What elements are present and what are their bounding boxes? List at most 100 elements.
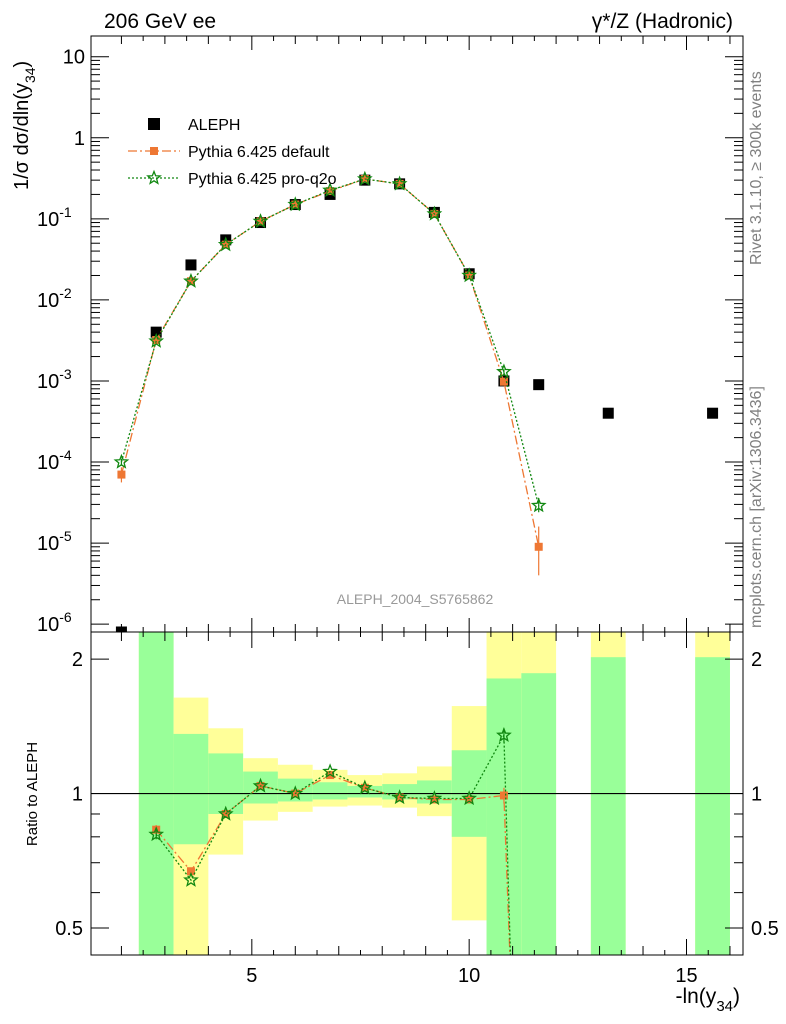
x-tick-label: 15 [675, 965, 697, 987]
ratio-y-tick-label-right: 0.5 [751, 918, 779, 940]
data-point [117, 470, 126, 479]
tick-exponent: -3 [59, 366, 72, 382]
ratio-point [356, 779, 373, 795]
data-point [707, 407, 719, 419]
ratio-point [461, 790, 478, 806]
ratio-point [360, 783, 369, 792]
tick-base: 10 [37, 371, 59, 393]
ratio-point [391, 789, 408, 805]
y-label-close: ) [11, 61, 33, 68]
data-point [602, 407, 614, 419]
data-point [534, 542, 543, 551]
x-label-main: -ln(y [675, 985, 716, 1008]
legend-label: ALEPH [188, 117, 240, 134]
ratio-point [322, 763, 338, 779]
main-y-tick-label: 10-2 [37, 285, 72, 312]
x-axis-label: -ln(y34) [675, 985, 740, 1015]
y-label-main: 1/σ dσ/dln(y [11, 83, 33, 190]
legend-marker [146, 169, 162, 185]
data-point [185, 259, 197, 271]
mcplots-label: mcplots.cern.ch [arXiv:1306.3436] [748, 386, 765, 628]
ratio-point [395, 793, 404, 802]
data-point [113, 453, 130, 469]
tick-base: 10 [37, 209, 59, 231]
data-point [326, 187, 335, 196]
data-point [391, 175, 408, 191]
series-line [120, 178, 540, 506]
data-point [496, 363, 512, 379]
data-point [395, 179, 404, 188]
data-point [217, 236, 234, 252]
uncertainty-band-green [138, 632, 174, 955]
main-y-tick-label: 10 [63, 47, 85, 69]
data-point [150, 326, 162, 338]
main-plot-area [113, 170, 719, 632]
ratio-panel: 5 10 15 0.5 0.5 1 1 2 2 Ratio to ALEPH -ln(y34) [24, 631, 779, 1015]
series-aleph [115, 174, 719, 632]
ratio-series-line [155, 774, 511, 955]
data-point [426, 205, 443, 221]
series-line [120, 178, 540, 547]
x-tick-label: 10 [458, 965, 480, 987]
legend-entry: ALEPH [148, 117, 240, 134]
data-point [252, 213, 269, 229]
ratio-series-line [155, 732, 512, 955]
data-point [186, 277, 195, 286]
ratio-point [148, 826, 165, 842]
tick-base: 10 [37, 452, 59, 474]
uncertainty-band-green [486, 678, 522, 955]
main-y-tick-label: 1 [74, 128, 85, 150]
legend: ALEPH Pythia 6.425 default Pythia 6.425 pr… [128, 117, 337, 188]
uncertainty-band-green [590, 657, 626, 955]
tick-exponent: -5 [59, 528, 72, 544]
ratio-y-tick-label: 2 [72, 649, 83, 671]
tick-base: 10 [37, 290, 59, 312]
data-point [356, 170, 373, 186]
legend-label: Pythia 6.425 default [188, 144, 330, 161]
uncertainty-band-green [173, 733, 209, 845]
data-point [461, 267, 478, 283]
main-y-axis-label: 1/σ dσ/dln(y34) [11, 61, 38, 190]
legend-entry: Pythia 6.425 pro-q2o [128, 169, 337, 188]
ratio-point [217, 805, 234, 821]
uncertainty-band-green [695, 657, 730, 955]
ratio-y-tick-label-right: 2 [751, 649, 762, 671]
header-right-label: γ*/Z (Hadronic) [592, 10, 733, 33]
data-point [183, 272, 199, 288]
main-y-tick-label: 10-1 [37, 204, 72, 231]
ratio-point [252, 777, 269, 793]
tick-exponent: -1 [59, 204, 72, 220]
ratio-point [426, 790, 443, 806]
ratio-point [186, 867, 195, 876]
legend-marker [148, 118, 160, 130]
ratio-plot-area [91, 632, 743, 955]
header-left-label: 206 GeV ee [104, 10, 216, 33]
tick-exponent: -6 [59, 609, 72, 625]
analysis-watermark: ALEPH_2004_S5765862 [337, 591, 494, 607]
data-point [148, 332, 165, 348]
ratio-y-tick-label: 1 [72, 784, 83, 806]
main-y-tick-label: 10-5 [37, 528, 72, 555]
uncertainty-band-green [521, 673, 557, 955]
uncertainty-band-green [312, 782, 348, 800]
ratio-point [183, 871, 199, 887]
main-y-tick-label: 10-3 [37, 366, 72, 393]
main-y-tick-label: 10-6 [37, 609, 72, 636]
data-point [530, 497, 547, 513]
data-point [256, 217, 265, 226]
ratio-point [499, 791, 508, 800]
x-label-sub: 34 [716, 998, 733, 1015]
ratio-y-axis-label: Ratio to ALEPH [24, 742, 41, 846]
data-point [533, 379, 545, 391]
ratio-point [496, 727, 512, 743]
ratio-y-tick-label-right: 1 [751, 784, 762, 806]
data-point [322, 181, 338, 197]
main-y-tick-label: 10-4 [37, 447, 72, 474]
tick-base: 10 [37, 533, 59, 555]
ratio-y-tick-label: 0.5 [55, 918, 83, 940]
ratio-series-pythia-6-425-pro-q2o [148, 727, 512, 955]
ratio-point [465, 795, 474, 804]
data-point [499, 377, 508, 386]
